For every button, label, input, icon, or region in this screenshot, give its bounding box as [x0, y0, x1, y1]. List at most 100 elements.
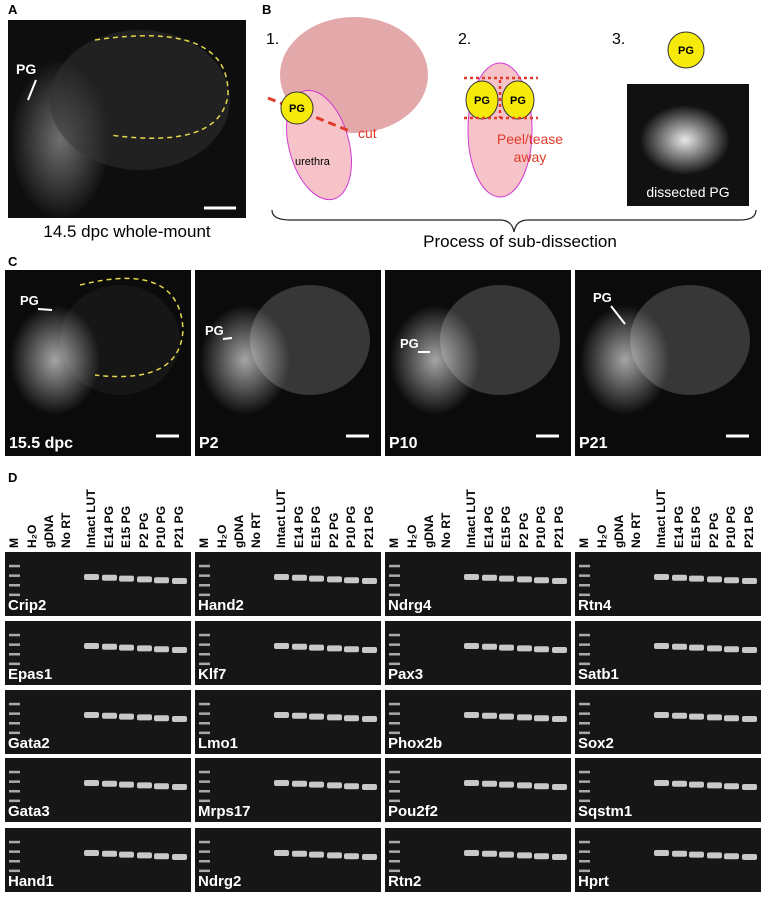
- band: [689, 575, 704, 582]
- ladder-band: [9, 633, 20, 637]
- ladder-band: [579, 712, 590, 715]
- ladder-band: [199, 662, 210, 666]
- ladder-band: [389, 869, 400, 873]
- caption: 14.5 dpc whole-mount: [43, 222, 211, 241]
- tissue: [200, 305, 290, 415]
- lane-label: M: [7, 538, 21, 548]
- band: [517, 714, 532, 721]
- lane-label: E15 PG: [309, 506, 323, 548]
- panel-label: B: [262, 2, 271, 17]
- image-label: P10: [389, 435, 418, 452]
- lane-label: Intact LUT: [464, 489, 478, 548]
- band: [344, 853, 359, 860]
- lane-label: Intact LUT: [84, 489, 98, 548]
- ladder-band: [389, 780, 400, 783]
- ladder-band: [199, 780, 210, 783]
- band: [327, 782, 342, 789]
- band: [274, 780, 289, 786]
- brace: [271, 209, 757, 233]
- ladder-band: [9, 653, 20, 656]
- band: [344, 783, 359, 790]
- lane-label: M: [387, 538, 401, 548]
- ladder-band: [9, 860, 20, 863]
- tissue: [390, 305, 480, 415]
- gel: [195, 552, 381, 616]
- ladder-band: [199, 840, 210, 844]
- band: [309, 575, 324, 582]
- band: [102, 643, 117, 650]
- pg-label: PG: [510, 95, 526, 107]
- ladder-band: [9, 564, 20, 568]
- gene-label: Pax3: [388, 666, 423, 683]
- gel: [5, 690, 191, 754]
- band: [517, 782, 532, 789]
- gel: [385, 690, 571, 754]
- band: [274, 712, 289, 718]
- outline: [94, 35, 229, 139]
- band: [534, 577, 549, 584]
- ladder-band: [579, 633, 590, 637]
- band: [707, 782, 722, 789]
- ladder-band: [199, 712, 210, 715]
- band: [327, 645, 342, 652]
- band: [84, 574, 99, 580]
- lane-label: P10 PG: [154, 506, 168, 548]
- step: 3.: [612, 31, 625, 48]
- band: [119, 781, 134, 788]
- marker-label: PG: [593, 290, 612, 305]
- band: [309, 713, 324, 720]
- lane-label: No RT: [629, 512, 643, 548]
- band: [292, 643, 307, 650]
- ladder-band: [9, 574, 20, 577]
- ladder-band: [199, 584, 210, 587]
- ladder-band: [389, 850, 400, 853]
- band: [172, 716, 187, 722]
- band: [154, 783, 169, 790]
- band: [119, 713, 134, 720]
- gene-label: Lmo1: [198, 735, 238, 752]
- lane-label: H₂O: [25, 525, 39, 548]
- band: [534, 646, 549, 653]
- lane-label: M: [577, 538, 591, 548]
- gene-label: Gata2: [8, 735, 50, 752]
- band: [84, 850, 99, 856]
- ladder-band: [579, 770, 590, 774]
- gene-label: Epas1: [8, 666, 52, 683]
- band: [137, 714, 152, 721]
- gene-label: Ndrg2: [198, 873, 241, 890]
- ladder-band: [579, 731, 590, 735]
- arrow: [27, 79, 37, 101]
- gel: [575, 552, 761, 616]
- band: [724, 783, 739, 790]
- ladder-band: [9, 731, 20, 735]
- ladder-band: [9, 790, 20, 793]
- band: [654, 574, 669, 580]
- band: [327, 852, 342, 859]
- band: [344, 646, 359, 653]
- ladder-band: [389, 770, 400, 774]
- ladder-band: [389, 790, 400, 793]
- ladder-band: [9, 850, 20, 853]
- band: [154, 577, 169, 584]
- band: [552, 647, 567, 653]
- band: [482, 780, 497, 787]
- gene-label: Sox2: [578, 735, 614, 752]
- lane-label: Intact LUT: [274, 489, 288, 548]
- marker-label: PG: [20, 293, 39, 308]
- lane-label: gDNA: [422, 514, 436, 548]
- ladder-band: [579, 662, 590, 666]
- band: [137, 852, 152, 859]
- dissected-label: dissected PG: [646, 184, 729, 200]
- lane-label: E15 PG: [499, 506, 513, 548]
- tissue: [640, 105, 730, 175]
- band: [742, 854, 757, 860]
- lane-label: P2 PG: [137, 513, 151, 548]
- ladder-band: [389, 702, 400, 706]
- band: [517, 576, 532, 583]
- ladder-band: [579, 840, 590, 844]
- lane-label: gDNA: [42, 514, 56, 548]
- panel-label: D: [8, 470, 17, 485]
- band: [84, 643, 99, 649]
- lane-label: P21 PG: [742, 506, 756, 548]
- band: [724, 577, 739, 584]
